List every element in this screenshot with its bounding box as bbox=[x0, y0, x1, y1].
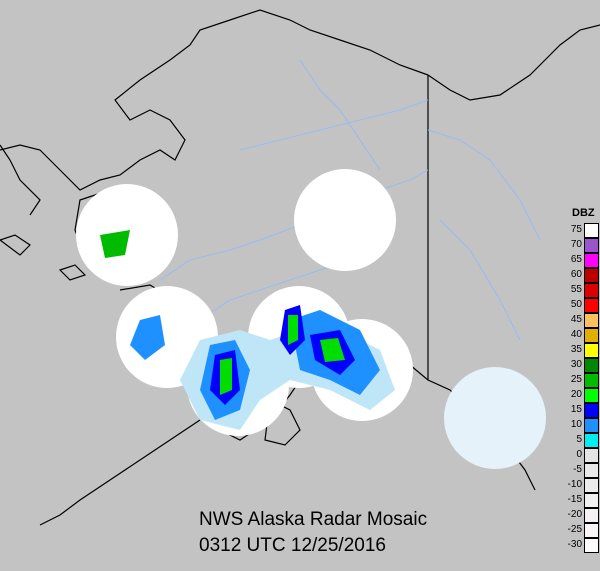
legend-label: 10 bbox=[570, 419, 582, 430]
legend-swatch bbox=[584, 223, 599, 238]
legend-entry: -5 bbox=[573, 463, 600, 478]
legend-label: -5 bbox=[573, 464, 582, 475]
legend-swatch bbox=[584, 298, 599, 313]
legend-entry: 45 bbox=[571, 313, 600, 328]
legend-entry: -10 bbox=[568, 478, 600, 493]
legend-entry: -15 bbox=[568, 493, 600, 508]
legend-label: 55 bbox=[570, 284, 582, 295]
legend-label: 0 bbox=[576, 449, 582, 460]
precipitation-echoes bbox=[100, 230, 395, 430]
legend-entry: 40 bbox=[571, 328, 600, 343]
legend-label: -10 bbox=[567, 479, 582, 490]
legend-label: 40 bbox=[570, 329, 582, 340]
legend-swatch bbox=[584, 523, 599, 538]
legend-swatch bbox=[584, 358, 599, 373]
legend-swatch bbox=[584, 493, 599, 508]
legend-swatch bbox=[584, 313, 599, 328]
legend-label: 35 bbox=[570, 344, 582, 355]
legend-swatch bbox=[584, 283, 599, 298]
legend-entry: -25 bbox=[568, 523, 600, 538]
legend-swatch bbox=[584, 433, 599, 448]
legend-title: DBZ bbox=[572, 207, 595, 219]
legend-entry: 20 bbox=[571, 388, 600, 403]
radar-site-circle bbox=[444, 367, 546, 469]
legend-swatch bbox=[584, 373, 599, 388]
legend-swatch bbox=[584, 388, 599, 403]
legend-swatch bbox=[584, 268, 599, 283]
legend-swatch bbox=[584, 448, 599, 463]
legend-label: 30 bbox=[570, 359, 582, 370]
legend-entry: 75 bbox=[571, 223, 600, 238]
legend-entry: 25 bbox=[571, 373, 600, 388]
legend-entry: 70 bbox=[571, 238, 600, 253]
legend-label: 75 bbox=[570, 224, 582, 235]
rivers bbox=[159, 59, 541, 341]
radar-site-circle bbox=[294, 169, 396, 271]
legend-swatch bbox=[584, 328, 599, 343]
legend-label: -30 bbox=[567, 539, 582, 550]
legend-label: 60 bbox=[570, 269, 582, 280]
legend-entry: 55 bbox=[571, 283, 600, 298]
legend-label: 65 bbox=[570, 254, 582, 265]
legend-entry: 15 bbox=[571, 403, 600, 418]
legend-swatch bbox=[584, 538, 599, 553]
legend-entry: 60 bbox=[571, 268, 600, 283]
legend-swatch bbox=[584, 478, 599, 493]
legend-label: 25 bbox=[570, 374, 582, 385]
legend-entry: -20 bbox=[568, 508, 600, 523]
legend-entry: 30 bbox=[571, 358, 600, 373]
legend-entry: 65 bbox=[571, 253, 600, 268]
legend-swatch bbox=[584, 403, 599, 418]
legend-entry: 0 bbox=[574, 448, 600, 463]
legend-label: 70 bbox=[570, 239, 582, 250]
legend-swatch bbox=[584, 418, 599, 433]
legend-label: -25 bbox=[567, 524, 582, 535]
map-timestamp: 0312 UTC 12/25/2016 bbox=[199, 535, 386, 556]
legend-swatch bbox=[584, 238, 599, 253]
legend-swatch bbox=[584, 463, 599, 478]
legend-swatch bbox=[584, 343, 599, 358]
legend-label: 5 bbox=[576, 434, 582, 445]
legend-swatch bbox=[584, 253, 599, 268]
legend-label: -20 bbox=[567, 509, 582, 520]
legend-swatch bbox=[584, 508, 599, 523]
legend-entry: 35 bbox=[571, 343, 600, 358]
legend-entry: 10 bbox=[571, 418, 600, 433]
legend-label: 50 bbox=[570, 299, 582, 310]
legend-label: 45 bbox=[570, 314, 582, 325]
map-title: NWS Alaska Radar Mosaic bbox=[199, 509, 428, 530]
legend-entry: 50 bbox=[571, 298, 600, 313]
legend-entry: -30 bbox=[568, 538, 600, 553]
legend-label: 15 bbox=[570, 404, 582, 415]
legend-label: -15 bbox=[567, 494, 582, 505]
legend-entry: 5 bbox=[574, 433, 600, 448]
legend-label: 20 bbox=[570, 389, 582, 400]
